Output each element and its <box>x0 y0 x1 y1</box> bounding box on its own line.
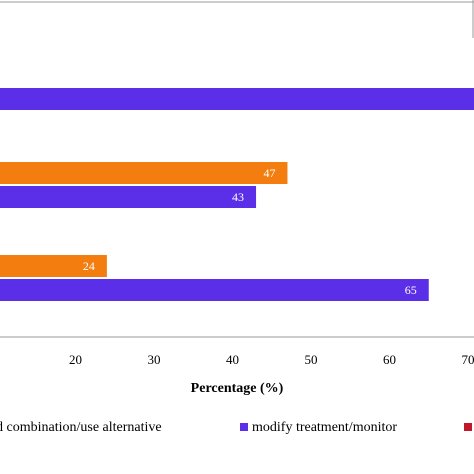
x-tick-label-1: 30 <box>148 352 161 367</box>
legend-swatch-1 <box>240 423 248 431</box>
legend-label-0: d combination/use alternative <box>0 420 162 435</box>
bars-layer <box>0 88 474 301</box>
x-tick-label-3: 50 <box>305 352 318 367</box>
legend: d combination/use alternative modify trea… <box>0 420 472 435</box>
legend-swatch-2 <box>464 423 472 431</box>
legend-label-1: modify treatment/monitor <box>252 420 397 435</box>
bar-2-1 <box>0 279 429 301</box>
x-tick-label-5: 70 <box>462 352 474 367</box>
data-labels-layer: 47 43 24 65 <box>83 166 417 297</box>
bar-2-0 <box>0 255 107 277</box>
bar-1-1 <box>0 186 257 208</box>
x-tick-label-0: 20 <box>69 352 82 367</box>
x-tick-label-4: 60 <box>383 352 396 367</box>
data-label-1-1: 43 <box>232 190 244 204</box>
data-label-2-1: 65 <box>405 283 417 297</box>
data-label-1-0: 47 <box>263 166 275 180</box>
bar-0-0 <box>0 88 474 110</box>
x-axis-title: Percentage (%) <box>191 381 284 396</box>
x-tick-label-2: 40 <box>226 352 239 367</box>
bar-1-0 <box>0 162 288 184</box>
x-ticks-layer: 20 30 40 50 60 70 <box>69 352 474 367</box>
data-label-2-0: 24 <box>83 259 95 273</box>
